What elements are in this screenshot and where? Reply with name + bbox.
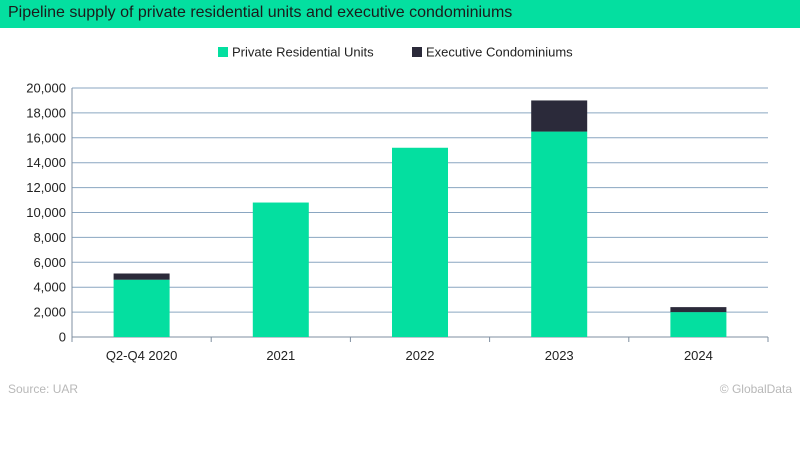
bar-private-residential: [252, 202, 309, 337]
legend-swatch-private: [218, 47, 228, 57]
copyright-symbol: ©: [719, 382, 729, 396]
bar-executive-condominiums: [113, 273, 170, 280]
bar-private-residential: [113, 279, 170, 337]
y-tick-label: 0: [59, 330, 66, 345]
x-tick-label: Q2-Q4 2020: [106, 348, 178, 363]
bar-executive-condominiums: [531, 100, 588, 132]
credit-label: GlobalData: [731, 382, 792, 396]
y-tick-label: 2,000: [33, 305, 66, 320]
chart-title: Pipeline supply of private residential u…: [8, 4, 513, 21]
bar-private-residential: [392, 147, 448, 337]
y-tick-label: 8,000: [33, 230, 66, 245]
y-tick-label: 20,000: [26, 81, 66, 96]
legend-label-ec: Executive Condominiums: [426, 45, 573, 60]
credit-note: © GlobalData: [720, 382, 792, 396]
bar-private-residential: [531, 131, 588, 337]
legend-swatch-ec: [412, 47, 422, 57]
y-tick-label: 14,000: [26, 155, 66, 170]
x-tick-label: 2024: [684, 348, 713, 363]
source-note: Source: UAR: [8, 382, 79, 396]
x-tick-label: 2023: [545, 348, 574, 363]
bar-executive-condominiums: [670, 307, 727, 313]
y-tick-label: 16,000: [26, 130, 66, 145]
y-tick-label: 4,000: [33, 280, 66, 295]
y-tick-label: 10,000: [26, 205, 66, 220]
bar-private-residential: [670, 312, 727, 337]
x-tick-label: 2021: [266, 348, 295, 363]
y-tick-label: 18,000: [26, 105, 66, 120]
title-bar: Pipeline supply of private residential u…: [0, 0, 800, 28]
legend-label-private: Private Residential Units: [232, 45, 374, 60]
y-tick-label: 12,000: [26, 180, 66, 195]
x-tick-label: 2022: [406, 348, 435, 363]
y-tick-label: 6,000: [33, 255, 66, 270]
